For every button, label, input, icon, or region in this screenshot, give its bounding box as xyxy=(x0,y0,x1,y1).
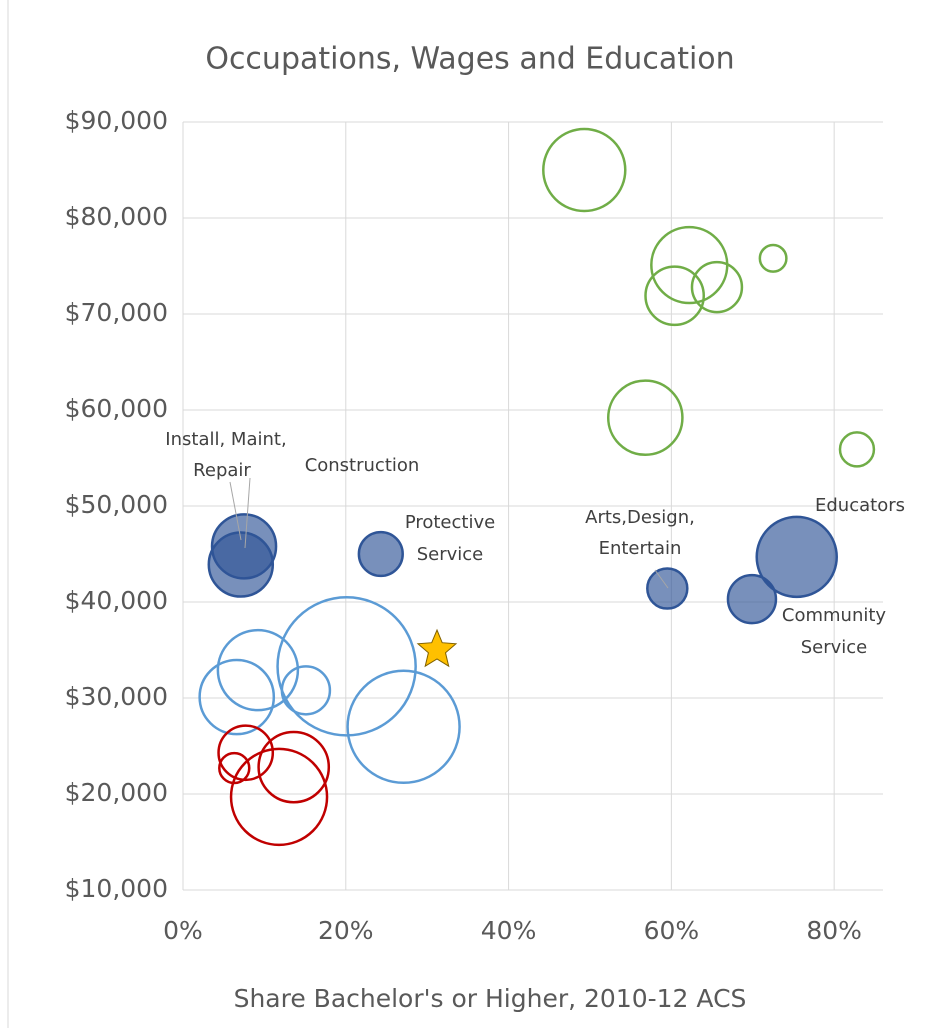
annotation: Community xyxy=(782,605,887,626)
y-tick-label: $20,000 xyxy=(65,778,168,807)
annotation: Service xyxy=(417,544,484,565)
x-tick-label: 40% xyxy=(481,916,537,945)
annotation: Install, Maint, xyxy=(165,429,286,450)
bubble xyxy=(646,567,689,610)
annotation: Construction xyxy=(305,455,420,476)
leader-line xyxy=(654,569,669,589)
bubble xyxy=(346,669,461,785)
chart-title: Occupations, Wages and Education xyxy=(205,42,734,77)
x-tick-label: 0% xyxy=(163,916,203,945)
y-tick-label: $50,000 xyxy=(65,490,168,519)
x-axis-label: Share Bachelor's or Higher, 2010-12 ACS xyxy=(234,984,747,1013)
bubble xyxy=(606,379,684,457)
bubble xyxy=(644,265,705,327)
annotation: Protective xyxy=(405,512,495,533)
x-tick-label: 20% xyxy=(318,916,374,945)
y-tick-label: $30,000 xyxy=(65,682,168,711)
y-tick-label: $40,000 xyxy=(65,586,168,615)
bubble xyxy=(542,127,627,213)
bubble xyxy=(276,596,417,737)
annotation: Arts,Design, xyxy=(585,507,695,528)
bubble xyxy=(726,573,778,625)
y-tick-label: $90,000 xyxy=(65,106,168,135)
bubble xyxy=(838,431,876,468)
bubble xyxy=(690,260,744,314)
bubble xyxy=(217,724,275,782)
annotation: Service xyxy=(801,637,868,658)
annotation: Entertain xyxy=(599,538,682,559)
leader-line xyxy=(229,481,242,541)
y-tick-label: $70,000 xyxy=(65,298,168,327)
bubble xyxy=(218,751,251,785)
leader-line xyxy=(244,477,251,549)
bubble xyxy=(229,747,329,847)
x-tick-label: 60% xyxy=(644,916,700,945)
bubble xyxy=(357,530,404,578)
annotation: Educators xyxy=(815,495,905,516)
bubble xyxy=(216,628,300,712)
annotation: Repair xyxy=(193,460,251,481)
bubble xyxy=(758,243,788,273)
bubble xyxy=(755,515,838,599)
y-tick-label: $80,000 xyxy=(65,202,168,231)
bubble xyxy=(207,531,275,598)
star-marker xyxy=(416,628,458,668)
bubble xyxy=(257,730,331,804)
y-tick-label: $10,000 xyxy=(65,874,168,903)
y-tick-label: $60,000 xyxy=(65,394,168,423)
bubble xyxy=(198,658,276,736)
x-tick-label: 80% xyxy=(806,916,862,945)
